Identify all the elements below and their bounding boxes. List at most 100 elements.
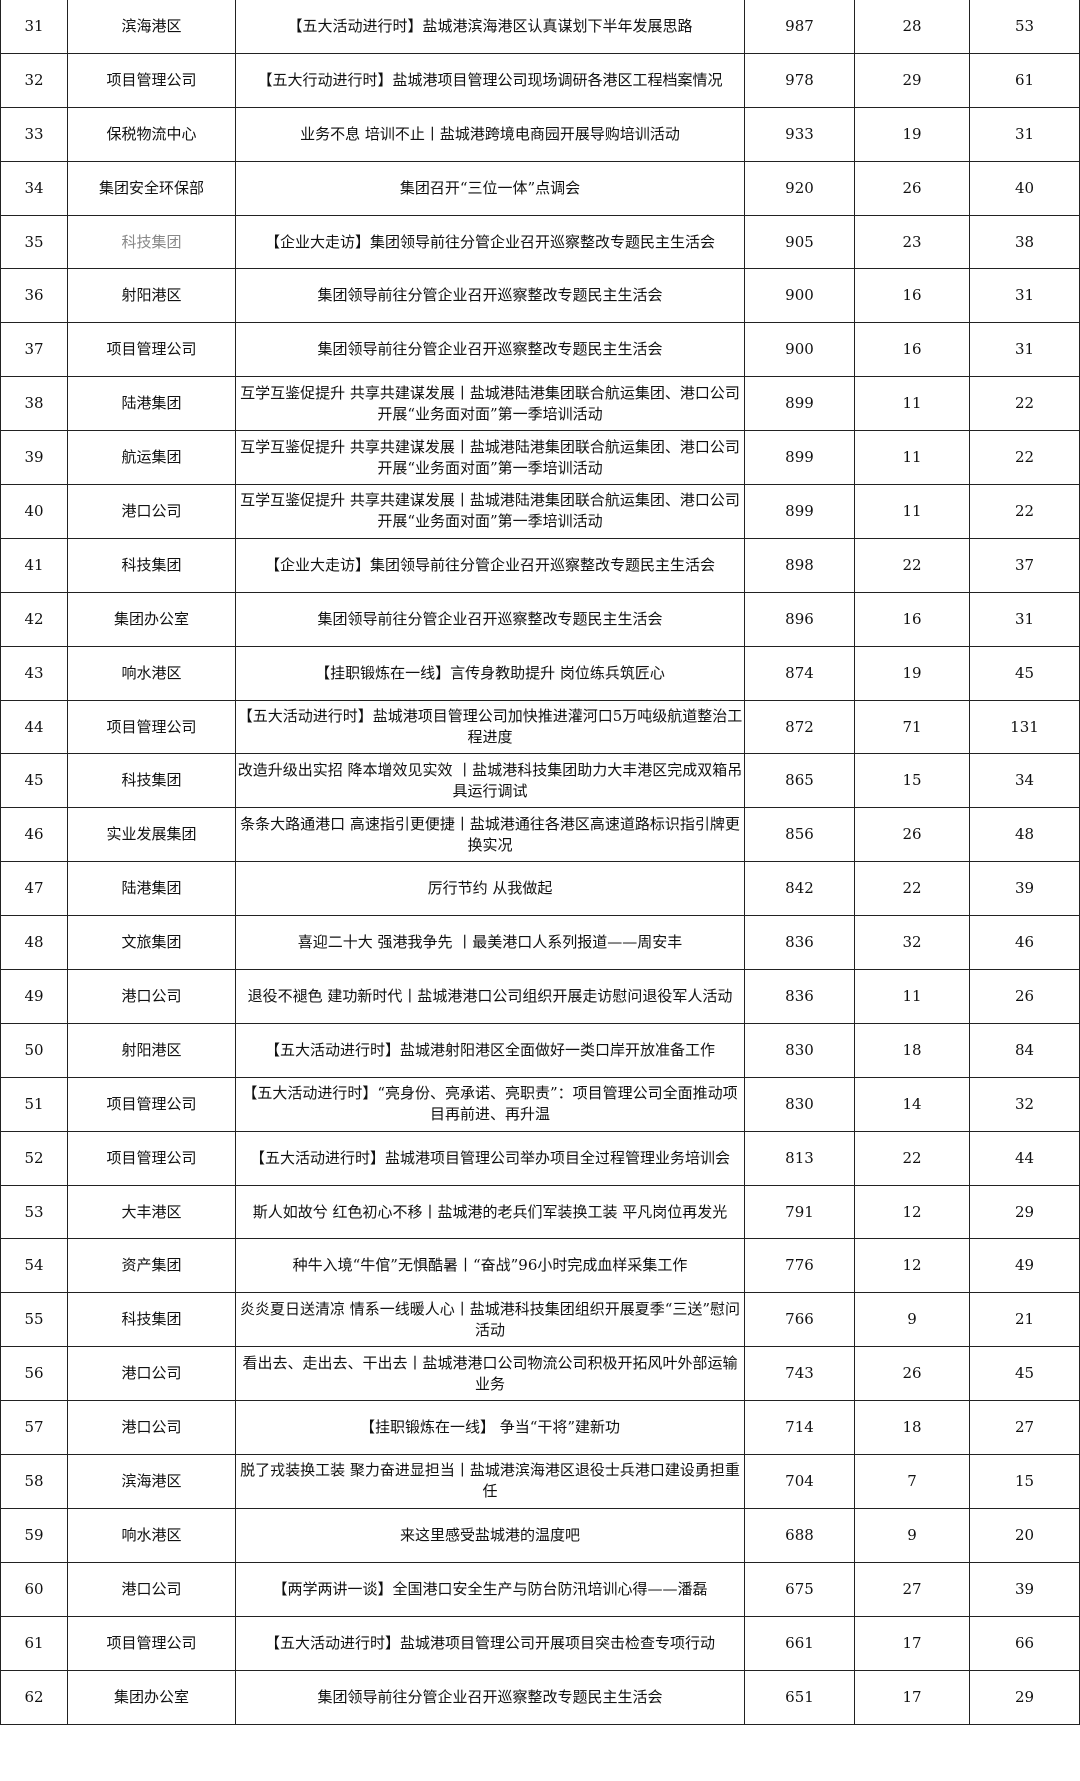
rank-cell: 43 <box>0 645 68 701</box>
title-cell: 喜迎二十大 强港我争先 丨最美港口人系列报道——周安丰 <box>235 915 745 971</box>
unit-cell: 港口公司 <box>67 484 236 539</box>
likes-cell: 12 <box>854 1238 970 1294</box>
shares-cell: 34 <box>969 753 1080 809</box>
unit-cell: 科技集团 <box>67 537 236 593</box>
shares-cell: 40 <box>969 160 1080 216</box>
unit-cell: 港口公司 <box>67 969 236 1024</box>
unit-cell: 陆港集团 <box>67 376 236 432</box>
unit-cell: 实业发展集团 <box>67 807 236 863</box>
title-cell: 厉行节约 从我做起 <box>235 861 745 917</box>
likes-cell: 16 <box>854 322 970 378</box>
views-cell: 899 <box>744 484 855 539</box>
likes-cell: 28 <box>854 0 970 54</box>
title-cell: 【五大活动进行时】盐城港射阳港区全面做好一类口岸开放准备工作 <box>235 1022 745 1078</box>
rank-cell: 62 <box>0 1669 68 1725</box>
table-row: 44 项目管理公司 【五大活动进行时】盐城港项目管理公司加快推进灌河口5万吨级航道整… <box>0 699 1080 755</box>
table-row: 33 保税物流中心 业务不息 培训不止丨盐城港跨境电商园开展导购培训活动 933 19 3… <box>0 106 1080 162</box>
likes-cell: 12 <box>854 1184 970 1240</box>
title-cell: 【五大活动进行时】盐城港滨海港区认真谋划下半年发展思路 <box>235 0 745 54</box>
title-cell: 互学互鉴促提升 共享共建谋发展丨盐城港陆港集团联合航运集团、港口公司开展“业务面… <box>235 484 745 539</box>
table-row: 60 港口公司 【两学两讲一谈】全国港口安全生产与防台防汛培训心得——潘磊 675 27… <box>0 1561 1080 1617</box>
table-row: 55 科技集团 炎炎夏日送清凉 情系一线暖人心丨盐城港科技集团组织开展夏季“三送”慰… <box>0 1292 1080 1348</box>
shares-cell: 39 <box>969 1561 1080 1617</box>
title-cell: 【挂职锻炼在一线】言传身教助提升 岗位练兵筑匠心 <box>235 645 745 701</box>
table-row: 53 大丰港区 斯人如故兮 红色初心不移丨盐城港的老兵们军装换工装 平凡岗位再发光 7… <box>0 1184 1080 1240</box>
ranking-table: 31 滨海港区 【五大活动进行时】盐城港滨海港区认真谋划下半年发展思路 987 28 53… <box>0 0 1080 1725</box>
rank-cell: 52 <box>0 1130 68 1186</box>
likes-cell: 22 <box>854 861 970 917</box>
rank-cell: 42 <box>0 591 68 647</box>
table-row: 35 科技集团 【企业大走访】集团领导前往分管企业召开巡察整改专题民主生活会 905 2… <box>0 214 1080 270</box>
table-row: 47 陆港集团 厉行节约 从我做起 842 22 39 <box>0 861 1080 917</box>
shares-cell: 31 <box>969 106 1080 162</box>
likes-cell: 22 <box>854 537 970 593</box>
title-cell: 【企业大走访】集团领导前往分管企业召开巡察整改专题民主生活会 <box>235 214 745 270</box>
shares-cell: 27 <box>969 1400 1080 1456</box>
rank-cell: 44 <box>0 699 68 755</box>
likes-cell: 18 <box>854 1400 970 1456</box>
shares-cell: 45 <box>969 1346 1080 1402</box>
title-cell: 退役不褪色 建功新时代丨盐城港港口公司组织开展走访慰问退役军人活动 <box>235 969 745 1024</box>
unit-cell: 集团安全环保部 <box>67 160 236 216</box>
likes-cell: 11 <box>854 376 970 432</box>
title-cell: 集团领导前往分管企业召开巡察整改专题民主生活会 <box>235 322 745 378</box>
title-cell: 【五大活动进行时】“亮身份、亮承诺、亮职责”：项目管理公司全面推动项目再前进、再… <box>235 1076 745 1132</box>
views-cell: 898 <box>744 537 855 593</box>
views-cell: 743 <box>744 1346 855 1402</box>
rank-cell: 45 <box>0 753 68 809</box>
likes-cell: 26 <box>854 160 970 216</box>
table-row: 41 科技集团 【企业大走访】集团领导前往分管企业召开巡察整改专题民主生活会 898 2… <box>0 537 1080 593</box>
shares-cell: 61 <box>969 52 1080 108</box>
views-cell: 836 <box>744 969 855 1024</box>
table-row: 61 项目管理公司 【五大活动进行时】盐城港项目管理公司开展项目突击检查专项行动 66… <box>0 1615 1080 1671</box>
table-row: 37 项目管理公司 集团领导前往分管企业召开巡察整改专题民主生活会 900 16 31 <box>0 322 1080 378</box>
views-cell: 836 <box>744 915 855 971</box>
rank-cell: 57 <box>0 1400 68 1456</box>
unit-cell: 航运集团 <box>67 430 236 486</box>
shares-cell: 26 <box>969 969 1080 1024</box>
unit-cell: 集团办公室 <box>67 1669 236 1725</box>
likes-cell: 29 <box>854 52 970 108</box>
title-cell: 斯人如故兮 红色初心不移丨盐城港的老兵们军装换工装 平凡岗位再发光 <box>235 1184 745 1240</box>
likes-cell: 19 <box>854 106 970 162</box>
title-cell: 【挂职锻炼在一线】 争当“干将”建新功 <box>235 1400 745 1456</box>
shares-cell: 37 <box>969 537 1080 593</box>
table-row: 34 集团安全环保部 集团召开“三位一体”点调会 920 26 40 <box>0 160 1080 216</box>
title-cell: 业务不息 培训不止丨盐城港跨境电商园开展导购培训活动 <box>235 106 745 162</box>
views-cell: 661 <box>744 1615 855 1671</box>
views-cell: 675 <box>744 1561 855 1617</box>
title-cell: 炎炎夏日送清凉 情系一线暖人心丨盐城港科技集团组织开展夏季“三送”慰问活动 <box>235 1292 745 1348</box>
table-row: 36 射阳港区 集团领导前往分管企业召开巡察整改专题民主生活会 900 16 31 <box>0 268 1080 324</box>
title-cell: 集团领导前往分管企业召开巡察整改专题民主生活会 <box>235 1669 745 1725</box>
shares-cell: 31 <box>969 322 1080 378</box>
title-cell: 条条大路通港口 高速指引更便捷丨盐城港通往各港区高速道路标识指引牌更换实况 <box>235 807 745 863</box>
table-row: 56 港口公司 看出去、走出去、干出去丨盐城港港口公司物流公司积极开拓风叶外部运输业… <box>0 1346 1080 1402</box>
views-cell: 900 <box>744 322 855 378</box>
likes-cell: 23 <box>854 214 970 270</box>
table-row: 40 港口公司 互学互鉴促提升 共享共建谋发展丨盐城港陆港集团联合航运集团、港口公司… <box>0 484 1080 539</box>
unit-cell: 港口公司 <box>67 1561 236 1617</box>
rank-cell: 35 <box>0 214 68 270</box>
likes-cell: 15 <box>854 753 970 809</box>
table-row: 42 集团办公室 集团领导前往分管企业召开巡察整改专题民主生活会 896 16 31 <box>0 591 1080 647</box>
unit-cell: 响水港区 <box>67 645 236 701</box>
shares-cell: 49 <box>969 1238 1080 1294</box>
rank-cell: 32 <box>0 52 68 108</box>
rank-cell: 39 <box>0 430 68 486</box>
rank-cell: 41 <box>0 537 68 593</box>
title-cell: 【五大活动进行时】盐城港项目管理公司开展项目突击检查专项行动 <box>235 1615 745 1671</box>
rank-cell: 37 <box>0 322 68 378</box>
rank-cell: 33 <box>0 106 68 162</box>
table-row: 54 资产集团 种牛入境“牛倌”无惧酷暑丨“奋战”96小时完成血样采集工作 776 12… <box>0 1238 1080 1294</box>
likes-cell: 16 <box>854 591 970 647</box>
title-cell: 【两学两讲一谈】全国港口安全生产与防台防汛培训心得——潘磊 <box>235 1561 745 1617</box>
unit-cell: 科技集团 <box>67 753 236 809</box>
views-cell: 872 <box>744 699 855 755</box>
unit-cell: 项目管理公司 <box>67 1615 236 1671</box>
table-row: 39 航运集团 互学互鉴促提升 共享共建谋发展丨盐城港陆港集团联合航运集团、港口公司… <box>0 430 1080 486</box>
views-cell: 776 <box>744 1238 855 1294</box>
table-row: 58 滨海港区 脱了戎装换工装 聚力奋进显担当丨盐城港滨海港区退役士兵港口建设勇担重… <box>0 1454 1080 1509</box>
views-cell: 933 <box>744 106 855 162</box>
shares-cell: 39 <box>969 861 1080 917</box>
likes-cell: 17 <box>854 1669 970 1725</box>
